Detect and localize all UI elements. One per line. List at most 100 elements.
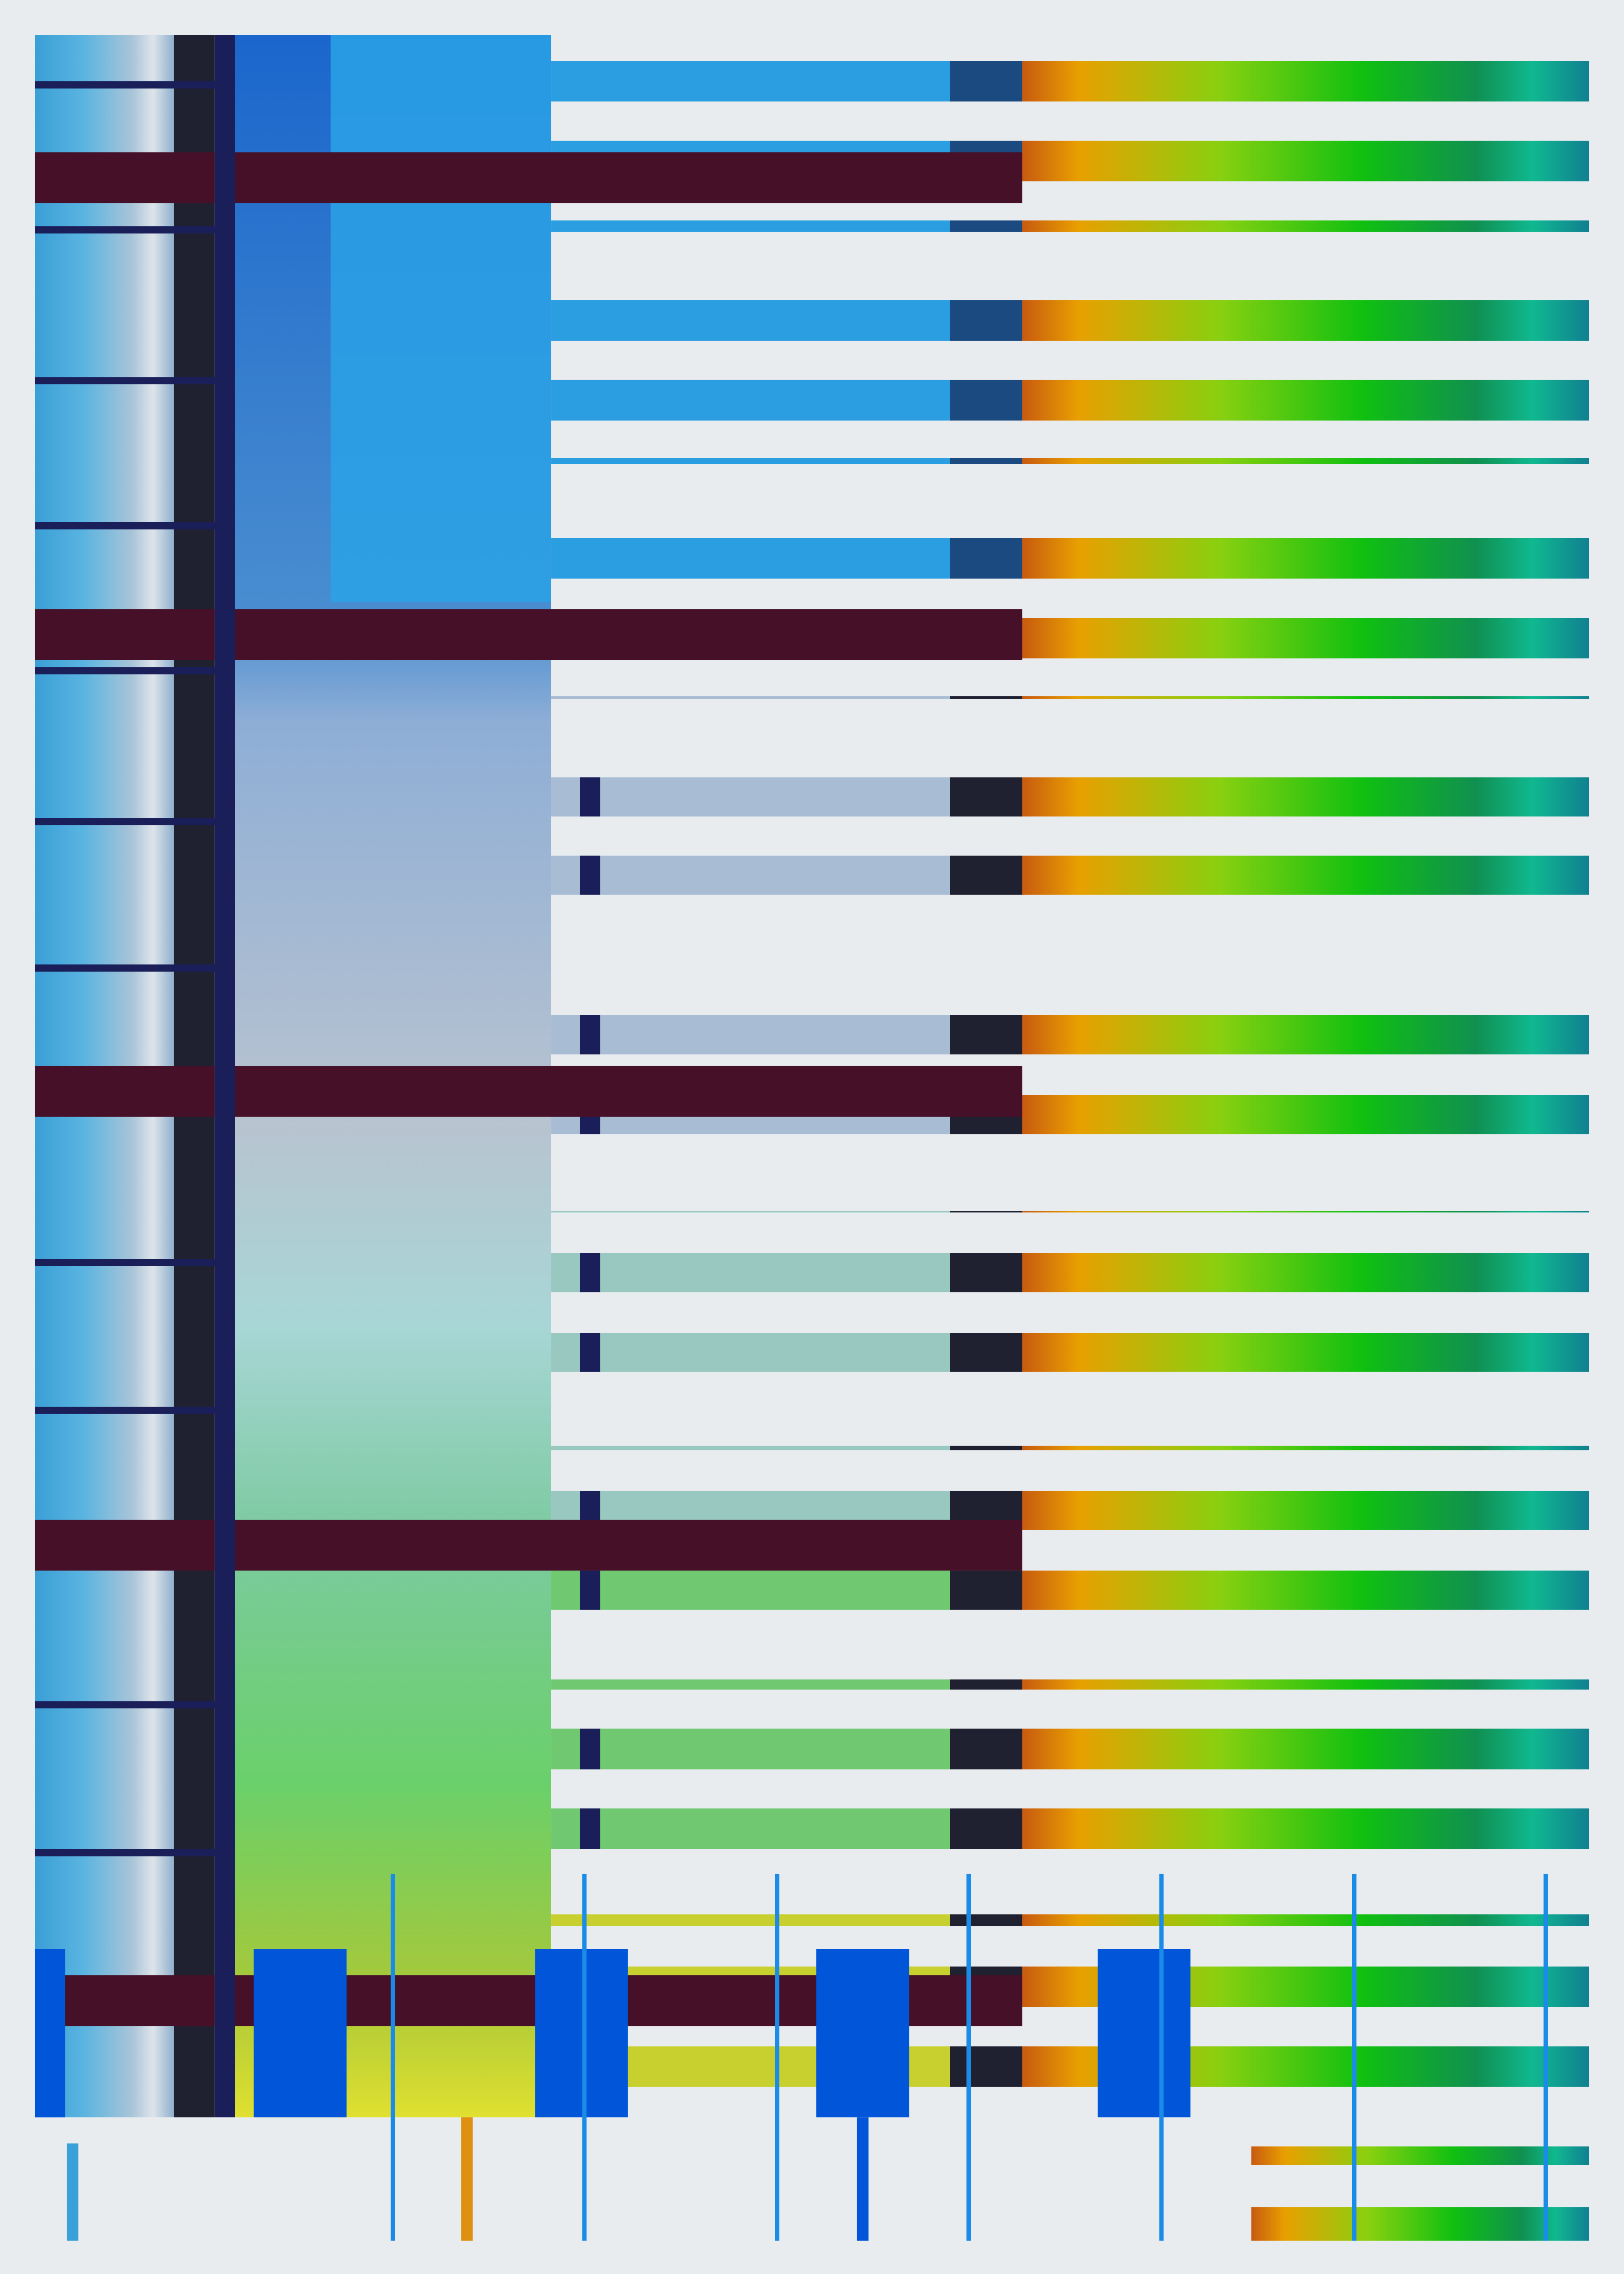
row-gradient [1022,1446,1589,1451]
stub [67,2143,79,2241]
row-notch [580,1333,601,1372]
row-left [551,300,950,341]
row-gradient [1022,1728,1589,1770]
row-left [551,1728,950,1770]
row-gradient [1022,1914,1589,1926]
row-dark [950,1728,1022,1770]
maroon-band [35,152,215,203]
row-gradient [1022,220,1589,232]
stub [461,2117,473,2241]
blue-block [535,1949,628,2118]
maroon-band [35,1065,215,1117]
row-dark [950,1211,1022,1213]
navy-line [35,522,218,530]
row-gradient [1022,855,1589,895]
row-left [551,61,950,102]
row-dark [950,1253,1022,1293]
row-gradient [1022,618,1589,659]
row-left [551,1679,950,1690]
blue-block [254,1949,347,2118]
row-gradient [1022,1015,1589,1055]
row-left [551,855,950,895]
bottom-bar [1251,2207,1589,2241]
navy-line [35,667,218,674]
row-dark [950,538,1022,579]
row-notch [580,855,601,895]
row-left [551,777,950,817]
row-left [551,380,950,421]
row-left [551,1333,950,1372]
navy-line [35,818,218,826]
row-gradient [1022,696,1589,699]
navy-line [35,1259,218,1266]
row-gradient [1022,380,1589,421]
row-gradient [1022,1808,1589,1849]
navy-line [35,1849,218,1856]
row-dark [950,1015,1022,1055]
maroon-band [35,609,215,660]
blue-line [1159,1873,1164,2241]
row-left [551,696,950,699]
row-left [551,1570,950,1610]
maroon-band [235,152,1022,203]
row-dark [950,1914,1022,1926]
row-left [551,458,950,464]
row-gradient [1022,300,1589,341]
row-notch [580,1728,601,1770]
navy-line [35,226,218,234]
row-dark [950,1679,1022,1690]
generated-shapes [35,35,1589,2241]
navy-line [35,377,218,385]
blue-line [582,1873,587,2241]
row-dark [950,1570,1022,1610]
row-dark [950,1808,1022,1849]
row-left [551,1015,950,1055]
row-dark [950,61,1022,102]
row-dark [950,300,1022,341]
row-notch [580,1253,601,1293]
row-notch [580,1015,601,1055]
blue-block [816,1949,910,2118]
blue-block [35,1949,65,2118]
row-notch [580,777,601,817]
maroon-band [235,609,1022,660]
navy-line [35,1701,218,1709]
cyan-block [330,35,551,602]
blue-block [1097,1949,1190,2118]
blue-line [1543,1873,1548,2241]
row-gradient [1022,1679,1589,1690]
blue-line [966,1873,971,2241]
row-dark [950,2046,1022,2087]
row-gradient [1022,1570,1589,1610]
blue-line [1352,1873,1357,2241]
row-dark [950,1446,1022,1451]
row-gradient [1022,538,1589,579]
row-left [551,538,950,579]
row-dark [950,458,1022,464]
row-dark [950,855,1022,895]
row-gradient [1022,1333,1589,1372]
blue-line [391,1873,395,2241]
row-left [551,220,950,232]
row-gradient [1022,1211,1589,1213]
blue-line [775,1873,780,2241]
bottom-bar [1251,2146,1589,2165]
row-left [551,1808,950,1849]
row-gradient [1022,1253,1589,1293]
row-notch [580,1808,601,1849]
row-gradient [1022,140,1589,181]
navy-line [35,964,218,972]
row-dark [950,220,1022,232]
row-gradient [1022,777,1589,817]
maroon-band [35,1520,215,1571]
navy-column [214,35,235,2118]
row-gradient [1022,1095,1589,1134]
row-left [551,1446,950,1451]
row-left [551,1211,950,1213]
row-left [551,1914,950,1926]
maroon-band [235,1065,1022,1117]
navy-line [35,1406,218,1414]
row-gradient [1022,61,1589,102]
row-dark [950,777,1022,817]
